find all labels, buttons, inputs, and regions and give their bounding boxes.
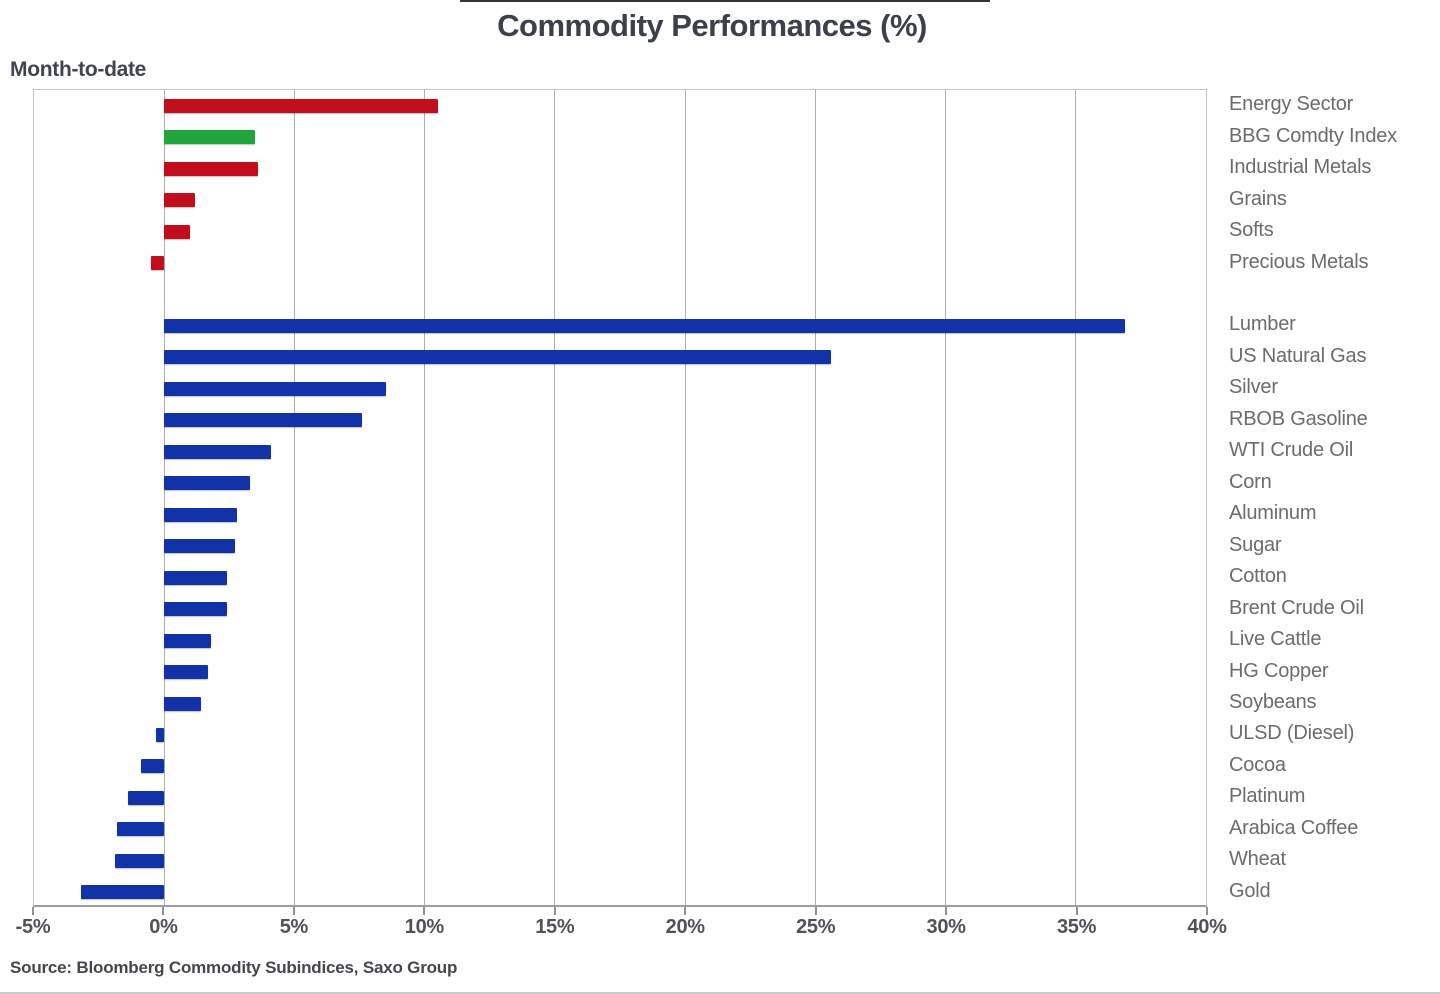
bar-label-grains: Grains <box>1229 187 1287 210</box>
bar-label-wheat: Wheat <box>1229 848 1286 871</box>
bar-label-platinum: Platinum <box>1229 785 1306 808</box>
x-tick-label-20: 20% <box>665 916 705 938</box>
x-tick-label-5: 5% <box>279 916 309 938</box>
bar-label-bbg-comdty-index: BBG Comdty Index <box>1229 124 1397 147</box>
bar-corn <box>164 476 251 491</box>
bar-precious-metals <box>151 256 165 271</box>
x-tick-label-30: 30% <box>926 916 966 938</box>
gridline-15 <box>554 90 556 905</box>
x-tick-35 <box>1075 907 1078 915</box>
chart-subtitle: Month-to-date <box>10 58 147 81</box>
bar-energy-sector <box>164 98 438 113</box>
bar-gold <box>80 885 165 900</box>
bar-platinum <box>127 790 165 805</box>
bar-label-hg-copper: HG Copper <box>1229 659 1329 682</box>
bar-sugar <box>164 539 235 554</box>
plot-area <box>33 89 1207 907</box>
bar-softs <box>164 224 191 239</box>
bar-label-lumber: Lumber <box>1229 313 1296 336</box>
bar-label-rbob-gasoline: RBOB Gasoline <box>1229 407 1368 430</box>
bar-label-ulsd-diesel: ULSD (Diesel) <box>1229 722 1355 745</box>
bar-label-silver: Silver <box>1229 376 1278 399</box>
bar-labels-column: Energy Sector BBG Comdty Index Industrial … <box>1207 89 1440 907</box>
x-tick-15 <box>553 907 556 915</box>
bar-rbob-gasoline <box>164 413 363 428</box>
bar-cotton <box>164 570 227 585</box>
gridline-5 <box>293 90 295 905</box>
bar-label-live-cattle: Live Cattle <box>1229 628 1322 651</box>
bar-us-natural-gas <box>164 350 831 365</box>
bar-soybeans <box>164 696 201 711</box>
x-tick-5 <box>292 907 295 915</box>
gridline-20 <box>684 90 686 905</box>
bar-grains <box>164 193 196 208</box>
x-tick-label-10: 10% <box>404 916 444 938</box>
x-tick-label--5: -5% <box>15 916 51 938</box>
bar-cocoa <box>140 759 165 774</box>
bar-label-cotton: Cotton <box>1229 565 1287 588</box>
bar-brent-crude-oil <box>164 602 227 617</box>
bar-label-corn: Corn <box>1229 470 1272 493</box>
gridline-35 <box>1075 90 1077 905</box>
bar-label-softs: Softs <box>1229 219 1274 242</box>
x-tick-label-25: 25% <box>796 916 836 938</box>
bar-aluminum <box>164 507 238 522</box>
bar-wti-crude-oil <box>164 444 271 459</box>
bar-label-precious-metals: Precious Metals <box>1229 250 1369 273</box>
bar-arabica-coffee <box>117 822 165 837</box>
bar-ulsd-diesel <box>156 727 165 742</box>
x-tick-40 <box>1206 907 1208 915</box>
bar-silver <box>164 381 386 396</box>
x-tick-label-40: 40% <box>1187 916 1227 938</box>
bar-bbg-comdty-index <box>164 130 256 145</box>
gridline-10 <box>424 90 426 905</box>
bar-label-aluminum: Aluminum <box>1229 502 1317 525</box>
bar-lumber <box>164 318 1126 333</box>
bar-label-arabica-coffee: Arabica Coffee <box>1229 816 1359 839</box>
gridline-25 <box>814 90 816 905</box>
bar-label-soybeans: Soybeans <box>1229 690 1317 713</box>
bar-label-wti-crude-oil: WTI Crude Oil <box>1229 439 1354 462</box>
bar-wheat <box>114 853 165 868</box>
x-tick-30 <box>945 907 948 915</box>
bar-label-energy-sector: Energy Sector <box>1229 93 1354 116</box>
x-tick-10 <box>423 907 426 915</box>
bar-live-cattle <box>164 633 212 648</box>
bar-label-us-natural-gas: US Natural Gas <box>1229 344 1367 367</box>
x-tick-0 <box>162 907 165 915</box>
x-tick-label-0: 0% <box>149 916 178 938</box>
bar-industrial-metals <box>164 161 258 176</box>
bar-label-industrial-metals: Industrial Metals <box>1229 156 1372 179</box>
bar-label-sugar: Sugar <box>1229 533 1282 556</box>
x-tick-20 <box>684 907 687 915</box>
x-tick-25 <box>814 907 817 915</box>
gridline-30 <box>945 90 947 905</box>
window-edge-artifact <box>460 0 990 2</box>
x-tick-label-15: 15% <box>535 916 575 938</box>
bar-label-brent-crude-oil: Brent Crude Oil <box>1229 596 1364 619</box>
source-note: Source: Bloomberg Commodity Subindices, … <box>10 958 458 977</box>
x-tick--5 <box>32 907 34 915</box>
gridline-0 <box>163 90 165 905</box>
chart-title: Commodity Performances (%) <box>497 8 927 43</box>
x-tick-label-35: 35% <box>1056 916 1097 938</box>
bar-hg-copper <box>164 665 209 680</box>
bar-label-cocoa: Cocoa <box>1229 753 1286 776</box>
bar-label-gold: Gold <box>1229 879 1271 902</box>
